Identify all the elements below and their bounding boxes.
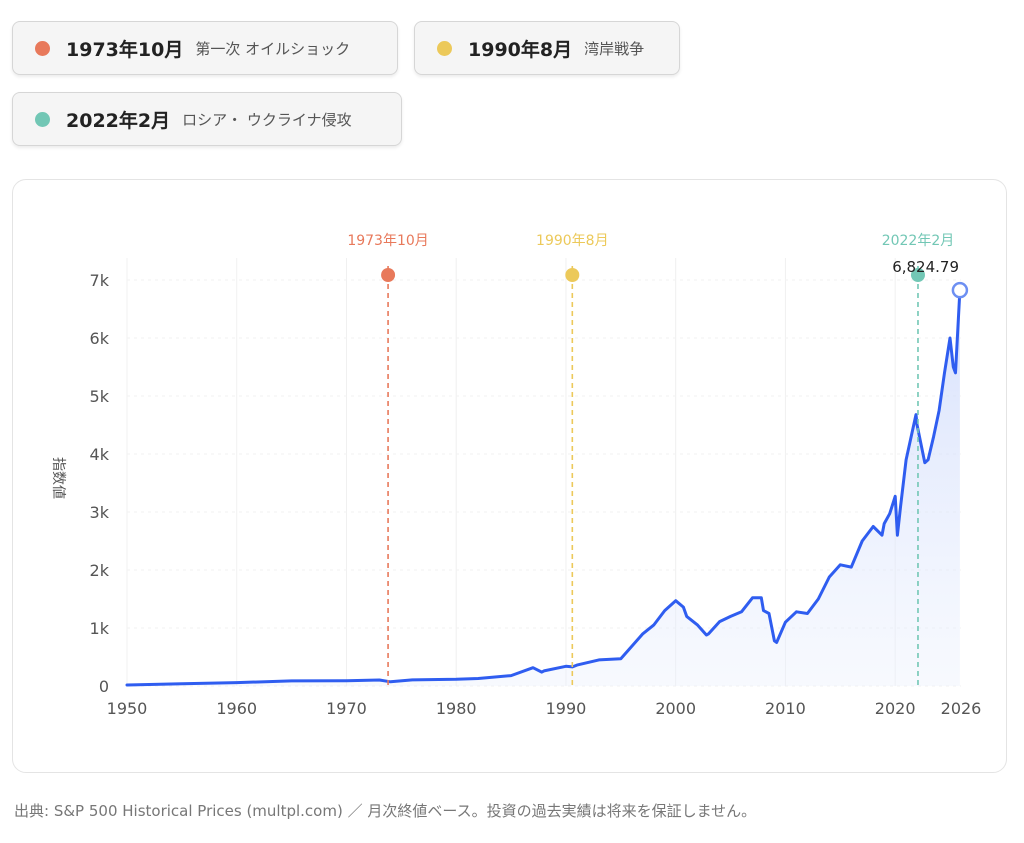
event-marker-label: 1990年8月 [536, 233, 609, 249]
event-description: 第一次 オイルショック [195, 39, 351, 58]
x-tick-label: 1960 [216, 699, 257, 718]
chart-card: 0 1k 2k 3k 4k 5k 6k 7k 1950 1960 1970 1980 1990 2000 2… [12, 179, 1007, 773]
series-line [125, 288, 962, 687]
event-chip-gulf-war[interactable]: 1990年8月 湾岸戦争 [414, 21, 680, 75]
last-value-marker [951, 281, 969, 299]
y-tick-label: 5k [90, 387, 110, 406]
y-tick-label: 4k [90, 445, 110, 464]
x-tick-label: 1980 [436, 699, 477, 718]
orange-dot-icon [35, 40, 50, 56]
last-value-label: 6,824.79 [892, 258, 959, 276]
x-tick-label: 2026 [941, 699, 982, 718]
event-date: 2022年2月 [66, 109, 171, 132]
event-chip-oil-shock[interactable]: 1973年10月 第一次 オイルショック [12, 21, 398, 75]
y-tick-label: 3k [90, 503, 110, 522]
yellow-dot-icon [437, 40, 452, 56]
event-chip-ukraine-invasion[interactable]: 2022年2月 ロシア・ ウクライナ侵攻 [12, 92, 402, 146]
y-axis-title: 指数値 [50, 457, 66, 499]
event-description: 湾岸戦争 [584, 39, 645, 58]
event-date: 1973年10月 [66, 38, 184, 61]
y-tick-label: 7k [90, 271, 110, 290]
source-note: 出典: S&P 500 Historical Prices (multpl.co… [14, 802, 757, 820]
x-tick-label: 2010 [765, 699, 806, 718]
x-tick-label: 2000 [655, 699, 696, 718]
y-tick-label: 1k [90, 619, 110, 638]
sp500-chart: 0 1k 2k 3k 4k 5k 6k 7k 1950 1960 1970 1980 1990 2000 2… [50, 233, 982, 718]
event-marker-label: 2022年2月 [882, 233, 955, 249]
teal-dot-icon [35, 111, 50, 127]
event-marker-dot [910, 268, 925, 282]
x-tick-label: 1970 [326, 699, 367, 718]
event-marker-dot [565, 268, 580, 282]
event-date: 1990年8月 [468, 38, 573, 61]
series-area [127, 290, 960, 686]
x-tick-label: 2020 [875, 699, 916, 718]
x-tick-label: 1990 [546, 699, 587, 718]
y-tick-label: 6k [90, 329, 110, 348]
event-marker-dot [381, 268, 396, 282]
event-description: ロシア・ ウクライナ侵攻 [182, 110, 352, 129]
y-tick-label: 0 [99, 677, 109, 696]
x-tick-label: 1950 [107, 699, 148, 718]
event-marker-label: 1973年10月 [347, 233, 428, 249]
y-tick-label: 2k [90, 561, 110, 580]
